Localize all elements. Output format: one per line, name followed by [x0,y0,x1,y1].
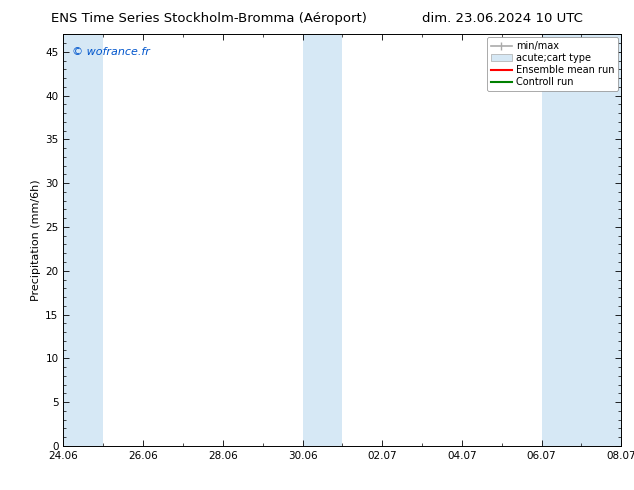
Bar [63,34,103,446]
Text: ENS Time Series Stockholm-Bromma (Aéroport): ENS Time Series Stockholm-Bromma (Aéropo… [51,12,366,25]
Text: dim. 23.06.2024 10 UTC: dim. 23.06.2024 10 UTC [422,12,583,25]
Bar [302,34,342,446]
Text: © wofrance.fr: © wofrance.fr [72,47,150,57]
Bar [541,34,621,446]
Y-axis label: Precipitation (mm/6h): Precipitation (mm/6h) [31,179,41,301]
Legend: min/max, acute;cart type, Ensemble mean run, Controll run: min/max, acute;cart type, Ensemble mean … [487,37,618,91]
